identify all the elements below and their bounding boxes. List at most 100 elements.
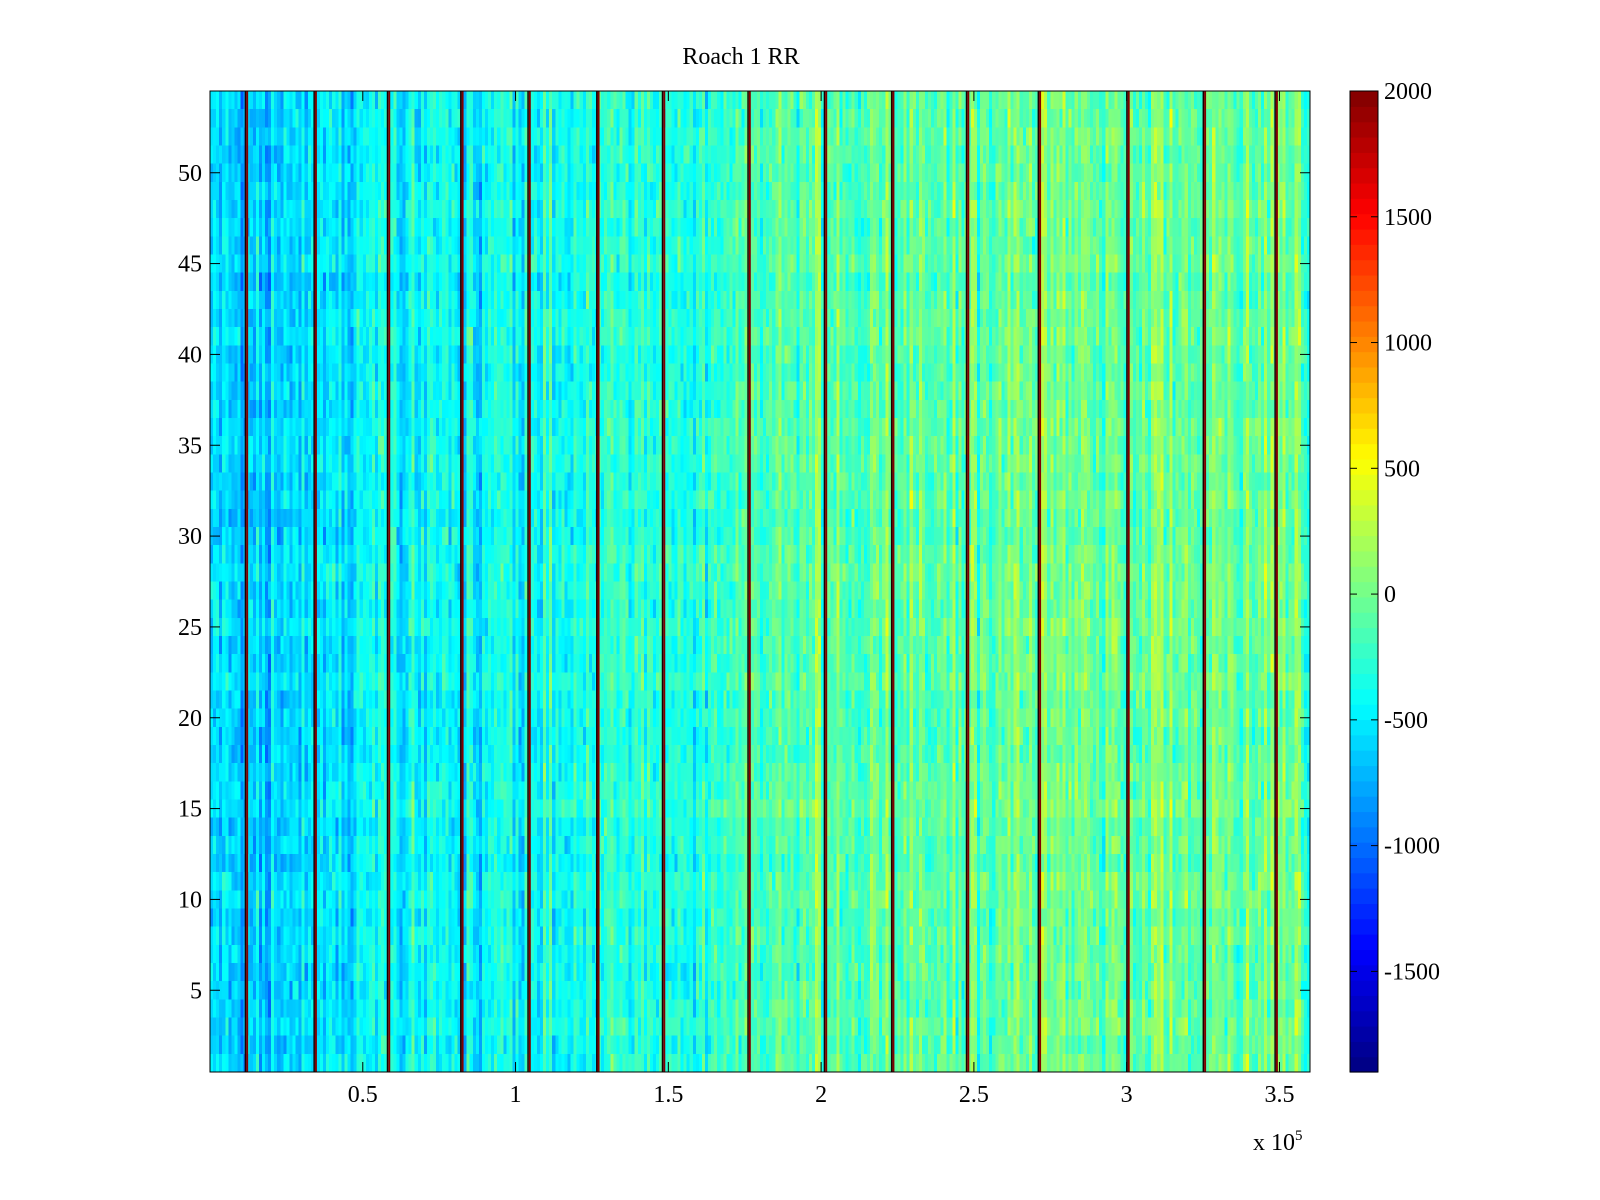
- stripe-edge-6: [596, 91, 598, 1072]
- stripe-edge-14: [1202, 91, 1205, 1072]
- stripe-edge-9: [823, 91, 826, 1072]
- colorbar-segment: [1350, 91, 1378, 107]
- colorbar-segment: [1350, 244, 1378, 261]
- y-tick-label: 15: [178, 797, 202, 823]
- colorbar-segment: [1350, 566, 1378, 583]
- colorbar-segment: [1350, 704, 1378, 721]
- y-tick-label: 40: [178, 342, 202, 368]
- stripe-edge-4: [460, 91, 462, 1072]
- y-tick-label: 45: [178, 252, 202, 278]
- colorbar-segment: [1350, 780, 1378, 797]
- colorbar-segment: [1350, 305, 1378, 322]
- x-tick-label: 3: [1121, 1082, 1133, 1108]
- colorbar-segment: [1350, 290, 1378, 307]
- colorbar-segment: [1350, 428, 1378, 445]
- colorbar-segment: [1350, 504, 1378, 521]
- colorbar-segment: [1350, 136, 1378, 153]
- heatmap-image: [210, 91, 1310, 1072]
- colorbar-segment: [1350, 688, 1378, 705]
- colorbar-segment: [1350, 1041, 1378, 1058]
- stripe-edge-12: [1037, 91, 1040, 1072]
- y-tick-label: 20: [178, 706, 202, 732]
- colorbar-segment: [1350, 443, 1378, 460]
- colorbar-tick-label: -500: [1384, 708, 1428, 734]
- stripe-10: [892, 91, 895, 1072]
- colorbar-segment: [1350, 719, 1378, 736]
- colorbar-tick-label: 500: [1384, 456, 1420, 482]
- heatmap-cells: [210, 91, 1310, 1072]
- stripe-2: [314, 91, 317, 1072]
- stripe-edge-10: [890, 91, 893, 1072]
- x-tick-label: 1.5: [653, 1082, 683, 1108]
- stripe-edge-3: [386, 91, 389, 1072]
- y-tick-label: 35: [178, 433, 202, 459]
- x-multiplier-base: x 10: [1253, 1130, 1295, 1156]
- colorbar-segment: [1350, 980, 1378, 996]
- colorbar-segment: [1350, 228, 1378, 245]
- stripe-14: [1204, 91, 1207, 1072]
- colorbar-segment: [1350, 612, 1378, 629]
- y-tick-label: 10: [178, 887, 202, 913]
- colorbar-tick-label: 1000: [1384, 331, 1432, 357]
- colorbar-segment: [1350, 581, 1378, 598]
- stripe-edge-13: [1126, 91, 1128, 1072]
- colorbar-segment: [1350, 412, 1378, 429]
- colorbar-tick-label: 2000: [1384, 79, 1432, 105]
- chart-title: Roach 1 RR: [682, 44, 799, 70]
- colorbar-segment: [1350, 627, 1378, 644]
- stripe-3: [388, 91, 391, 1072]
- colorbar-segment: [1350, 320, 1378, 337]
- colorbar-segment: [1350, 336, 1378, 353]
- colorbar-segment: [1350, 152, 1378, 169]
- colorbar-segment: [1350, 918, 1378, 935]
- x-tick-label: 0.5: [348, 1082, 378, 1108]
- stripe-edge-1: [244, 91, 247, 1072]
- stripe-7: [663, 91, 666, 1072]
- stripe-edge-5: [527, 91, 529, 1072]
- colorbar-segment: [1350, 351, 1378, 368]
- stripe-1: [246, 91, 249, 1072]
- colorbar-tick-label: 0: [1384, 582, 1396, 608]
- colorbar-segment: [1350, 826, 1378, 843]
- colorbar-segment: [1350, 995, 1378, 1012]
- colorbar-tick-label: -1500: [1384, 959, 1440, 985]
- colorbar-segment: [1350, 535, 1378, 552]
- colorbar-segment: [1350, 949, 1378, 966]
- colorbar-segment: [1350, 213, 1378, 230]
- stripe-11: [967, 91, 970, 1072]
- x-axis: 0.5 1 1.5 2 2.5 3 3.5: [348, 91, 1294, 1108]
- colorbar-segment: [1350, 550, 1378, 567]
- colorbar-frame: [1349, 90, 1379, 1073]
- colorbar-segment: [1350, 750, 1378, 767]
- colorbar-segment: [1350, 811, 1378, 828]
- y-tick-label: 5: [190, 978, 202, 1004]
- colorbar-segment: [1350, 734, 1378, 751]
- x-axis-multiplier: x 105: [1253, 1128, 1303, 1156]
- y-axis: 5 10 15 20 25 30 35 40 45 50: [178, 161, 1310, 1004]
- y-tick-label: 25: [178, 615, 202, 641]
- colorbar-segment: [1350, 259, 1378, 276]
- x-tick-label: 2: [815, 1082, 827, 1108]
- colorbar-segment: [1350, 857, 1378, 874]
- colorbar-segment: [1350, 964, 1378, 981]
- colorbar-segment: [1350, 489, 1378, 506]
- stripe-edge-7: [661, 91, 664, 1072]
- stripe-edge-8: [747, 91, 749, 1072]
- colorbar-segment: [1350, 382, 1378, 399]
- y-tick-label: 30: [178, 524, 202, 550]
- colorbar-segment: [1350, 1010, 1378, 1027]
- stripe-6: [597, 91, 600, 1072]
- colorbar-segment: [1350, 903, 1378, 920]
- stripe-12: [1039, 91, 1042, 1072]
- colorbar-segment: [1350, 872, 1378, 889]
- colorbar-segment: [1350, 458, 1378, 475]
- colorbar-segment: [1350, 520, 1378, 537]
- colorbar-segment: [1350, 673, 1378, 690]
- colorbar-segment: [1350, 274, 1378, 291]
- stripe-9: [825, 91, 828, 1072]
- colorbar-segment: [1350, 198, 1378, 215]
- stripe-edge-11: [965, 91, 968, 1072]
- colorbar-segment: [1350, 121, 1378, 138]
- stripe-15: [1275, 91, 1278, 1072]
